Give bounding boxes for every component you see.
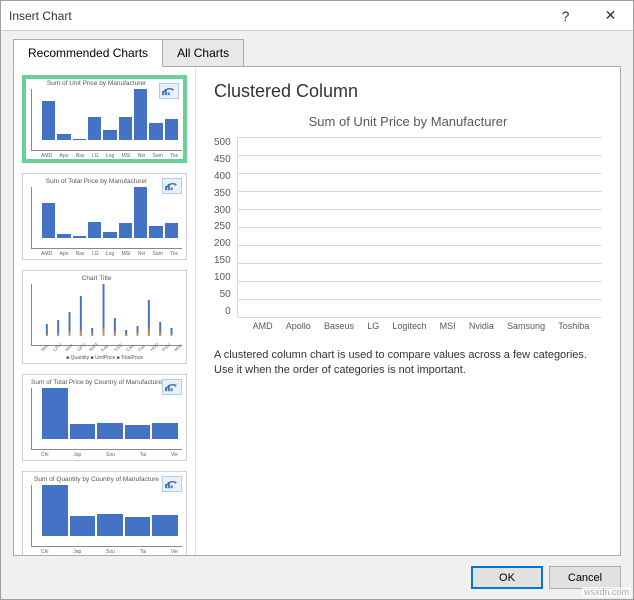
x-tick: LG bbox=[367, 321, 379, 331]
watermark: wsxdn.com bbox=[582, 587, 631, 597]
ok-button[interactable]: OK bbox=[471, 566, 543, 589]
x-tick: AMD bbox=[253, 321, 273, 331]
mini-labels: AMDApoBasLGLogMSINviSamTos bbox=[27, 151, 182, 159]
thumb-title: Chart Title bbox=[27, 275, 182, 282]
thumb-title: Sum of Quantity by Country of Manufactur… bbox=[27, 476, 182, 483]
x-tick: Logitech bbox=[392, 321, 426, 331]
thumb-title: Sum of Total Price by Country of Manufac… bbox=[27, 379, 182, 386]
dialog-buttons: OK Cancel bbox=[1, 556, 633, 599]
chart-preview: Sum of Unit Price by Manufacturer 500450… bbox=[214, 114, 602, 334]
chart-thumb-4[interactable]: Sum of Quantity by Country of Manufactur… bbox=[22, 471, 187, 555]
x-tick: MSI bbox=[440, 321, 456, 331]
x-axis-labels: AMD Apollo Baseus LG Logitech MSI Nvidia Samsun… bbox=[214, 321, 602, 331]
insert-chart-dialog: Insert Chart ? ✕ Recommended Charts All … bbox=[0, 0, 634, 600]
x-tick: Samsung bbox=[507, 321, 545, 331]
chart-thumb-0[interactable]: Sum of Unit Price by ManufacturerAMDApoB… bbox=[22, 75, 187, 163]
y-axis: 500450400350300250200150100500 bbox=[214, 137, 237, 317]
mini-bar-chart bbox=[31, 388, 182, 450]
mini-bar-chart bbox=[31, 89, 182, 151]
tab-all-charts[interactable]: All Charts bbox=[162, 39, 244, 67]
tabbar: Recommended Charts All Charts bbox=[1, 31, 633, 67]
chart-thumb-2[interactable]: Chart TitleMotCPUMonGPURAMKeySSDCasFanHD… bbox=[22, 270, 187, 364]
mini-labels: ChiJapSouTaiVie bbox=[27, 450, 182, 458]
chart-title: Sum of Unit Price by Manufacturer bbox=[214, 114, 602, 129]
content-area: Sum of Unit Price by Manufacturer AMDApoB… bbox=[13, 66, 621, 556]
mini-line-chart bbox=[42, 284, 178, 336]
preview-pane: Clustered Column Sum of Unit Price by Ma… bbox=[196, 67, 620, 555]
chart-area: 500450400350300250200150100500 bbox=[214, 137, 602, 317]
x-tick: Baseus bbox=[324, 321, 354, 331]
tab-recommended-charts[interactable]: Recommended Charts bbox=[13, 39, 163, 67]
chart-type-heading: Clustered Column bbox=[214, 81, 602, 102]
help-button[interactable]: ? bbox=[543, 1, 588, 31]
dialog-title: Insert Chart bbox=[9, 9, 543, 23]
x-tick: Apollo bbox=[286, 321, 311, 331]
thumb-title: Sum of Total Price by Manufacturer bbox=[27, 178, 182, 185]
x-tick: Toshiba bbox=[558, 321, 589, 331]
mini-labels: ChiJapSouTaiVie bbox=[27, 547, 182, 555]
mini-labels: AMDApoBasLGLogMSINviSamTos bbox=[27, 249, 182, 257]
plot-area bbox=[237, 137, 602, 317]
mini-bar-chart bbox=[31, 485, 182, 547]
chart-description: A clustered column chart is used to comp… bbox=[214, 348, 602, 378]
x-tick: Nvidia bbox=[469, 321, 494, 331]
chart-thumb-1[interactable]: Sum of Total Price by Manufacturer AMDApo… bbox=[22, 173, 187, 260]
chart-thumb-3[interactable]: Sum of Total Price by Country of Manufac… bbox=[22, 374, 187, 461]
cancel-button[interactable]: Cancel bbox=[549, 566, 621, 589]
mini-bar-chart bbox=[31, 187, 182, 249]
close-button[interactable]: ✕ bbox=[588, 1, 633, 31]
recommended-sidebar[interactable]: Sum of Unit Price by ManufacturerAMDApoB… bbox=[14, 67, 196, 555]
titlebar: Insert Chart ? ✕ bbox=[1, 1, 633, 31]
mini-legend: ■ Quantity ■ UnitPrice ■ TotalPrice bbox=[27, 351, 182, 361]
